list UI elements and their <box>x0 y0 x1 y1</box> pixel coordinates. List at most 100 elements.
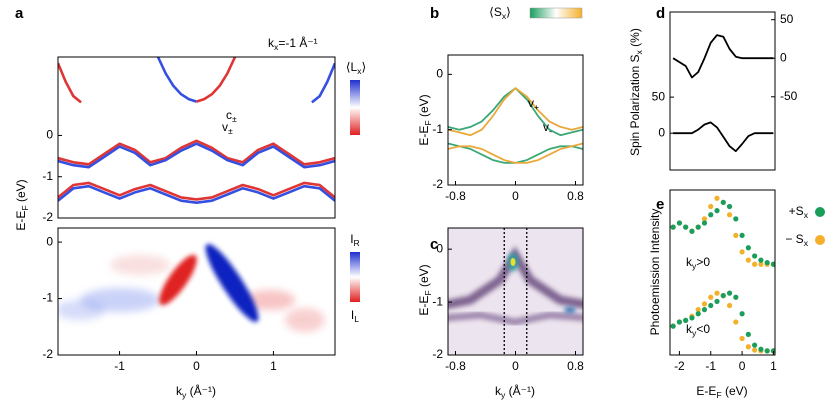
colorbar-label-part: L <box>354 314 359 324</box>
data-point <box>739 232 745 238</box>
x-axis-label-part: (Å⁻¹) <box>186 383 216 398</box>
y-axis-label-part: (eV) <box>417 264 431 290</box>
plot-area <box>672 34 774 153</box>
x-tick-label: 1 <box>770 359 777 373</box>
data-point <box>752 342 758 348</box>
colorbar-label-part: ⟨S <box>489 5 502 19</box>
annotation-part: ± <box>232 114 237 124</box>
y-axis-label: E-EF (eV) <box>417 264 433 315</box>
series-line <box>311 62 335 104</box>
data-point <box>701 301 708 307</box>
x-tick-label: 0.8 <box>567 189 584 203</box>
legend-label-part: − S <box>785 232 803 246</box>
y-axis-label-part: Photoemission Intensity <box>648 209 662 336</box>
x-axis-label-part: k <box>176 384 183 398</box>
data-point <box>695 311 701 317</box>
x-axis-label: ky (Å⁻¹) <box>176 383 216 400</box>
data-point <box>752 261 758 267</box>
annotation-part: ± <box>228 126 233 136</box>
x-axis-label-part: y <box>501 390 506 400</box>
series-line <box>58 181 335 201</box>
annotation-part: k <box>268 36 275 50</box>
data-point <box>708 203 714 210</box>
data-point <box>745 257 751 263</box>
map-streak <box>159 254 197 306</box>
axes-frame <box>669 189 776 356</box>
colorbar-label-part: x <box>502 11 507 21</box>
y-tick-label: 0 <box>658 125 665 139</box>
y-tick-label: -1 <box>432 122 443 136</box>
annotation: v+ <box>528 96 539 112</box>
y-axis-label: E-EF (eV) <box>417 94 433 145</box>
data-point <box>708 294 714 300</box>
data-point <box>764 260 770 266</box>
x-tick-label: 0 <box>512 359 519 373</box>
series-line <box>58 142 335 169</box>
axes-frame <box>447 54 584 186</box>
plot-area <box>58 57 335 204</box>
data-point <box>708 302 714 309</box>
series-line <box>156 57 197 103</box>
legend-label-part: x <box>804 210 809 220</box>
colorbar-label: ⟨Sx⟩ <box>489 5 511 21</box>
x-tick-label: 0 <box>739 359 746 373</box>
legend-label-part: x <box>804 238 809 248</box>
data-point <box>689 315 695 321</box>
y-axis-label-part: E-E <box>417 126 431 146</box>
series-line <box>58 62 82 104</box>
data-point <box>726 203 733 210</box>
y-tick-label: 0 <box>46 234 53 248</box>
x-tick-label: -0.8 <box>445 189 466 203</box>
x-axis-label-part: y <box>182 390 187 400</box>
y-tick-label: -1 <box>42 169 53 183</box>
y-axis-label: Photoemission Intensity <box>648 209 662 336</box>
annotation: ky>0 <box>686 255 710 271</box>
legend-swatch <box>815 207 825 217</box>
data-point <box>752 253 758 259</box>
data-point <box>670 224 676 230</box>
x-axis-label-part: (Å⁻¹) <box>505 383 535 398</box>
annotation-part: y <box>692 328 697 338</box>
x-tick-label: 0.8 <box>567 359 584 373</box>
annotation: c± <box>226 108 237 124</box>
data-point <box>733 216 739 222</box>
data-point <box>714 298 720 304</box>
y-axis-label-part: (eV) <box>14 179 28 205</box>
data-point <box>770 261 775 267</box>
y-tick-label: -2 <box>42 347 53 361</box>
annotation-part: >0 <box>696 255 710 269</box>
annotation-part: <0 <box>696 322 710 336</box>
colorbar <box>529 7 583 19</box>
data-point <box>695 307 701 313</box>
plot-area <box>670 195 775 354</box>
y-axis-label-part: E-E <box>417 296 431 316</box>
y-axis-label-part: (%) <box>628 28 642 50</box>
data-point <box>670 323 676 329</box>
map-blob <box>285 308 325 332</box>
x-tick-label: -1 <box>705 359 716 373</box>
y-axis-label-part: F <box>423 290 433 295</box>
annotation: kx=-1 Å⁻¹ <box>268 35 318 52</box>
y-tick-label: 0 <box>436 241 443 255</box>
data-point <box>714 290 720 296</box>
colorbar <box>350 252 360 302</box>
colorbar-label-part: I <box>351 308 354 322</box>
x-axis-label-part: (eV) <box>722 384 748 398</box>
map-blob <box>58 300 105 320</box>
data-point <box>733 232 739 238</box>
series-line <box>448 142 583 164</box>
panel-label: e <box>656 196 664 213</box>
legend-label: − Sx <box>785 232 808 248</box>
axes-frame <box>57 56 336 219</box>
x-tick-label: 0 <box>193 359 200 373</box>
data-point <box>708 212 714 218</box>
colorbar-label: ⟨Lx⟩ <box>346 60 366 76</box>
series-line <box>673 121 774 153</box>
annotation-part: v <box>222 120 228 134</box>
map-bg <box>448 228 583 355</box>
annotation: v± <box>222 120 233 136</box>
data-point <box>714 208 720 214</box>
annotation-part: k <box>686 255 693 269</box>
x-axis-label: ky (Å⁻¹) <box>495 383 535 400</box>
series-line <box>448 87 583 137</box>
